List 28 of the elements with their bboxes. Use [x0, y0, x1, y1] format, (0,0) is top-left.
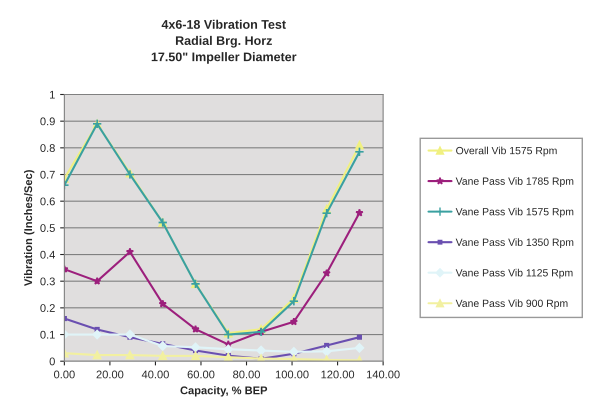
- y-tick-label: 0: [50, 357, 55, 366]
- x-tick-label: 120.00: [321, 370, 354, 378]
- x-tick-label: 140.00: [366, 370, 400, 378]
- y-axis-title: Vibration (Inches/Sec): [24, 170, 34, 286]
- x-tick-label: 40.00: [142, 370, 169, 378]
- x-tick-label: 0.00: [54, 370, 75, 378]
- y-tick-label: 1: [50, 90, 55, 99]
- chart-title: 4x6-18 Vibration Test Radial Brg. Horz 17.50" Impeller Diameter: [152, 20, 296, 64]
- y-tick-label: 0.2: [40, 304, 55, 312]
- y-tick-label: 0.9: [40, 117, 55, 126]
- legend-label: Vane Pass Vib 900 Rpm: [456, 299, 568, 310]
- y-tick-label: 0.4: [40, 250, 56, 259]
- x-tick-label: 80.00: [233, 370, 260, 378]
- y-tick-label: 0.6: [40, 197, 55, 206]
- legend-label: Vane Pass Vib 1125 Rpm: [456, 268, 573, 279]
- legend-label: Overall Vib 1575 Rpm: [456, 146, 557, 156]
- x-tick-label: 20.00: [96, 370, 124, 378]
- x-axis-title: Capacity, % BEP: [180, 386, 268, 396]
- x-tick-label: 100.00: [276, 370, 309, 378]
- legend-label: Vane Pass Vib 1350 Rpm: [456, 238, 574, 248]
- y-tick-label: 0.1: [40, 330, 55, 339]
- x-tick-label: 60.00: [188, 370, 214, 378]
- y-tick-label: 0.3: [40, 277, 55, 286]
- legend-label: Vane Pass Vib 1575 Rpm: [456, 208, 574, 218]
- y-tick-label: 0.5: [40, 224, 55, 232]
- y-tick-label: 0.8: [40, 144, 55, 152]
- legend-label: Vane Pass Vib 1785 Rpm: [456, 177, 574, 187]
- y-tick-label: 0.7: [40, 170, 55, 179]
